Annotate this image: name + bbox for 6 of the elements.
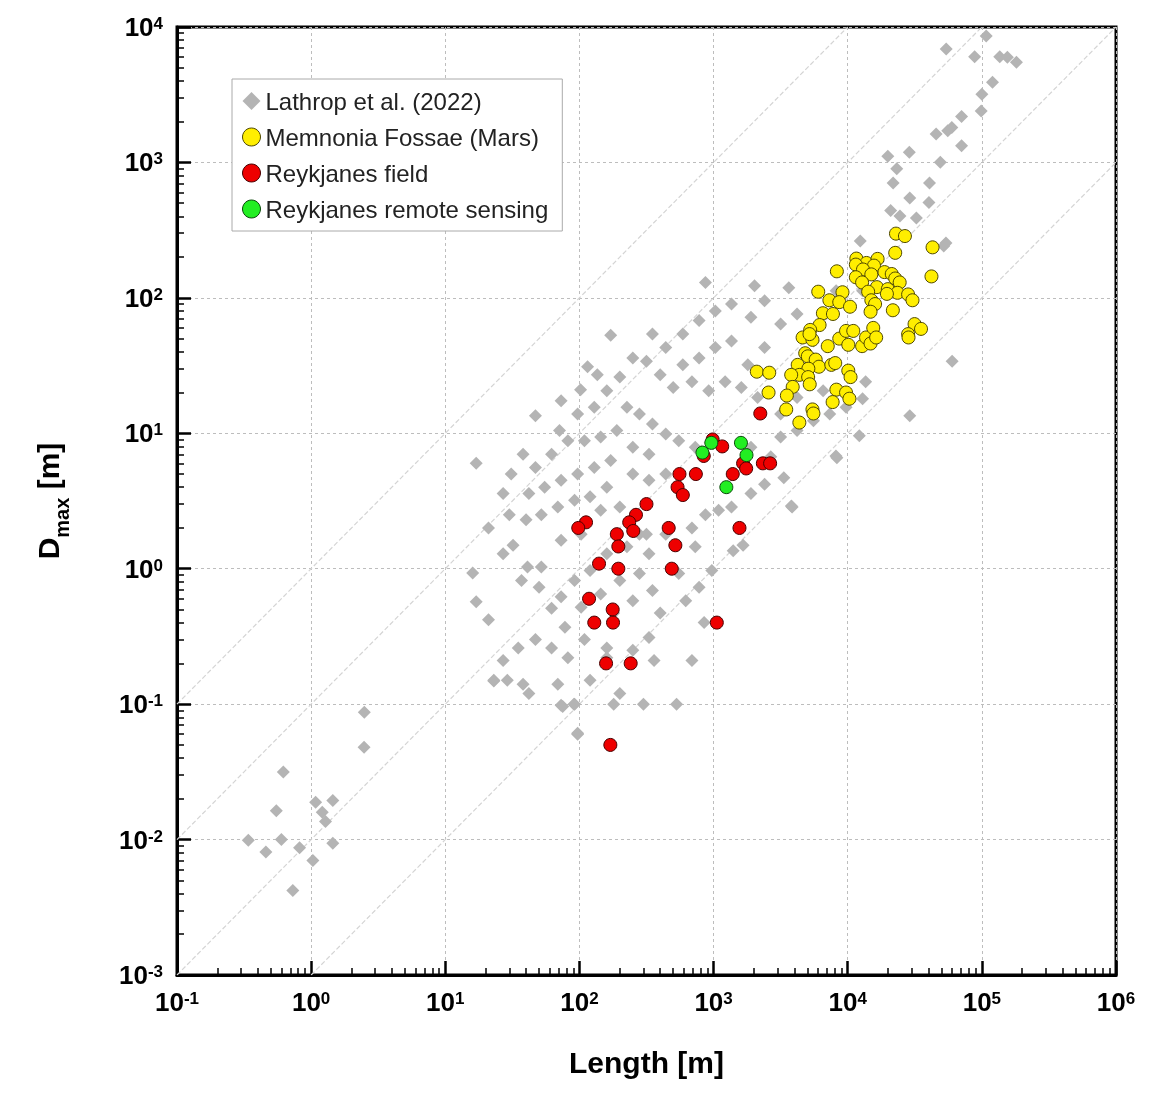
x-axis-title: Length [m]	[569, 1045, 724, 1079]
legend-label: Memnonia Fossae (Mars)	[265, 123, 539, 151]
y-axis-title: Dmax [m]	[31, 442, 73, 560]
legend-label: Reykjanes remote sensing	[265, 195, 549, 223]
legend-label: Reykjanes field	[265, 159, 429, 187]
legend-label: Lathrop et al. (2022)	[265, 87, 482, 115]
